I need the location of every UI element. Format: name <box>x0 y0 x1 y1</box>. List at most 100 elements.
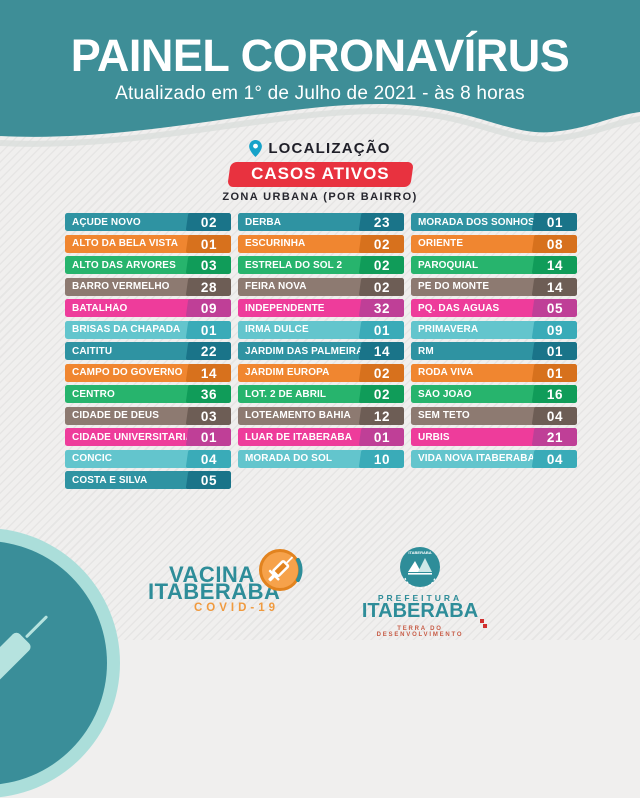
case-count: 32 <box>373 300 391 316</box>
case-count-badge: 16 <box>531 385 577 403</box>
case-count-badge: 01 <box>531 213 577 231</box>
header: PAINEL CORONAVÍRUS Atualizado em 1° de J… <box>0 0 640 170</box>
bairro-name: SEM TETO <box>418 410 470 421</box>
flag-accent-icon <box>480 618 488 630</box>
case-count: 05 <box>200 472 218 488</box>
vacina-line1: VACINA <box>169 562 255 587</box>
case-count-badge: 01 <box>185 234 231 253</box>
case-count: 01 <box>546 214 564 230</box>
case-count: 04 <box>200 451 218 466</box>
bairro-name: COSTA E SILVA <box>72 474 148 486</box>
bairro-name: DERBA <box>245 216 282 228</box>
location-pin-icon <box>249 140 263 157</box>
case-count: 01 <box>200 322 218 337</box>
case-count-badge: 05 <box>185 471 231 489</box>
case-count-badge: 02 <box>358 256 404 274</box>
bairro-name: LOTEAMENTO BAHIA <box>245 410 351 421</box>
bairro-name: CIDADE UNIVERSITÁRIA <box>72 431 188 443</box>
case-count: 02 <box>373 236 391 251</box>
bairro-name: RODA VIVA <box>418 367 474 378</box>
prefeitura-crest-icon: ITABERABA <box>400 547 440 590</box>
case-count-badge: 02 <box>358 234 404 253</box>
crest-text: ITABERABA <box>408 550 431 555</box>
case-count-badge: 04 <box>185 449 231 468</box>
case-count: 01 <box>200 429 218 445</box>
case-count-badge: 14 <box>358 342 404 360</box>
location-label: LOCALIZAÇÃO <box>268 140 391 157</box>
bairro-row: ALTO DA BELA VISTA 01 <box>65 234 231 253</box>
case-count: 09 <box>546 322 564 337</box>
bairro-name: ALTO DAS ÁRVORES <box>72 259 176 271</box>
case-count-badge: 05 <box>531 299 577 317</box>
case-count-badge: 04 <box>531 449 577 468</box>
case-count-badge: 04 <box>531 406 577 425</box>
case-count-badge: 01 <box>531 342 577 360</box>
case-count: 14 <box>546 257 564 273</box>
case-count-badge: 21 <box>531 428 577 446</box>
case-count-badge: 01 <box>185 428 231 446</box>
bairro-row: RM 01 <box>411 342 577 360</box>
bairro-name: BATALHÃO <box>72 302 128 314</box>
prefeitura-tagline: TERRA DO DESENVOLVIMENTO <box>376 626 464 638</box>
case-count-badge: 02 <box>358 363 404 382</box>
bairro-name: BRISAS DA CHAPADA <box>72 324 181 335</box>
prefeitura-small-label: PREFEITURA <box>377 593 463 603</box>
prefeitura-name: ITABERABA <box>361 600 479 622</box>
case-count-badge: 03 <box>185 256 231 274</box>
bairro-name: INDEPENDENTE <box>245 302 325 314</box>
vacina-line3: COVID-19 <box>194 602 280 614</box>
case-count-badge: 09 <box>531 320 577 339</box>
bairro-name: RM <box>418 345 434 357</box>
vacina-line2: ITABERABA <box>148 579 281 604</box>
bairro-row: URBIS 21 <box>411 428 577 446</box>
case-count: 01 <box>546 343 564 359</box>
case-count: 28 <box>200 279 218 294</box>
case-count-badge: 36 <box>185 385 231 403</box>
bairro-row: MORADA DOS SONHOS 01 <box>411 213 577 231</box>
page-title: PAINEL CORONAVÍRUS <box>70 30 570 81</box>
case-count-badge: 23 <box>358 213 404 231</box>
bairro-row: LOTEAMENTO BAHIA 12 <box>238 406 404 425</box>
bairro-row: SEM TETO 04 <box>411 406 577 425</box>
bairro-name: PRIMAVERA <box>418 324 479 335</box>
case-count-badge: 10 <box>358 449 404 468</box>
bairro-row: COSTA E SILVA 05 <box>65 471 231 489</box>
zone-label: ZONA URBANA (POR BAIRRO) <box>222 191 418 203</box>
bairro-name: PAROQUIAL <box>418 259 479 271</box>
bairro-name: PÉ DO MONTE <box>418 281 490 292</box>
bairro-name: MORADA DOS SONHOS <box>418 216 534 228</box>
bairro-row: ORIENTE 08 <box>411 234 577 253</box>
case-count: 02 <box>373 257 391 273</box>
bairro-name: CONCIC <box>72 453 113 464</box>
bairro-row: ESTRELA DO SOL 2 02 <box>238 256 404 274</box>
case-count: 02 <box>200 214 218 230</box>
case-count-badge: 28 <box>185 277 231 296</box>
cases-column: DERBA 23 ESCURINHA 02 ESTRELA DO SOL 2 02 FEIR… <box>238 213 404 493</box>
header-wave <box>0 0 640 147</box>
case-count: 02 <box>373 386 391 402</box>
bairro-row: ALTO DAS ÁRVORES 03 <box>65 256 231 274</box>
bairro-name: URBIS <box>418 431 450 443</box>
bairro-row: PQ. DAS ÁGUAS 05 <box>411 299 577 317</box>
bairro-row: DERBA 23 <box>238 213 404 231</box>
case-count: 01 <box>373 429 391 445</box>
bairro-row: BARRO VERMELHO 28 <box>65 277 231 296</box>
bairro-name: MORADA DO SOL <box>245 453 333 464</box>
case-count-badge: 32 <box>358 299 404 317</box>
case-count-badge: 02 <box>185 213 231 231</box>
vaccine-logo-icon <box>259 549 303 591</box>
bairro-row: BATALHÃO 09 <box>65 299 231 317</box>
bairro-name: JARDIM DAS PALMEIRAS <box>245 345 361 357</box>
bairro-row: AÇUDE NOVO 02 <box>65 213 231 231</box>
bairro-name: CAMPO DO GOVERNO <box>72 367 183 378</box>
bairro-name: CIDADE DE DEUS <box>72 410 159 421</box>
bairro-row: CIDADE DE DEUS 03 <box>65 406 231 425</box>
case-count: 08 <box>546 236 564 251</box>
bairro-row: RODA VIVA 01 <box>411 363 577 382</box>
bairro-name: IRMÃ DULCE <box>245 324 309 335</box>
case-count-badge: 01 <box>185 320 231 339</box>
cases-column: MORADA DOS SONHOS 01 ORIENTE 08 PAROQUIAL 14 P… <box>411 213 577 493</box>
case-count: 01 <box>373 322 391 337</box>
case-count-badge: 02 <box>358 277 404 296</box>
active-cases-badge: CASOS ATIVOS <box>226 162 414 187</box>
